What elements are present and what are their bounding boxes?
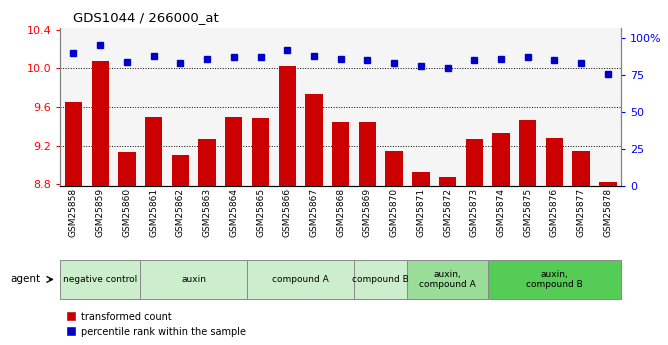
Bar: [60, 259, 140, 299]
Bar: [247, 259, 354, 299]
Bar: [172, 155, 189, 186]
Bar: [225, 117, 242, 186]
Text: GDS1044 / 266000_at: GDS1044 / 266000_at: [73, 11, 219, 24]
Text: compound A: compound A: [273, 275, 329, 284]
Text: compound B: compound B: [353, 275, 409, 284]
Text: negative control: negative control: [63, 275, 138, 284]
Bar: [198, 139, 216, 186]
Bar: [488, 259, 621, 299]
Text: auxin: auxin: [181, 275, 206, 284]
Bar: [145, 117, 162, 186]
Bar: [412, 172, 430, 186]
Bar: [65, 102, 82, 186]
Bar: [385, 151, 403, 186]
Bar: [407, 259, 488, 299]
Bar: [118, 152, 136, 186]
Text: auxin,
compound A: auxin, compound A: [420, 270, 476, 289]
Bar: [492, 133, 510, 186]
Bar: [279, 66, 296, 186]
Bar: [599, 183, 617, 186]
Bar: [546, 138, 563, 186]
Bar: [332, 122, 349, 186]
Bar: [359, 122, 376, 186]
Bar: [305, 95, 323, 186]
Bar: [140, 259, 247, 299]
Bar: [572, 151, 590, 186]
Bar: [439, 177, 456, 186]
Legend: transformed count, percentile rank within the sample: transformed count, percentile rank withi…: [65, 312, 246, 337]
Bar: [252, 118, 269, 186]
Bar: [354, 259, 407, 299]
Text: agent: agent: [10, 275, 40, 284]
Text: auxin,
compound B: auxin, compound B: [526, 270, 582, 289]
Bar: [92, 60, 109, 186]
Bar: [519, 120, 536, 186]
Bar: [466, 139, 483, 186]
